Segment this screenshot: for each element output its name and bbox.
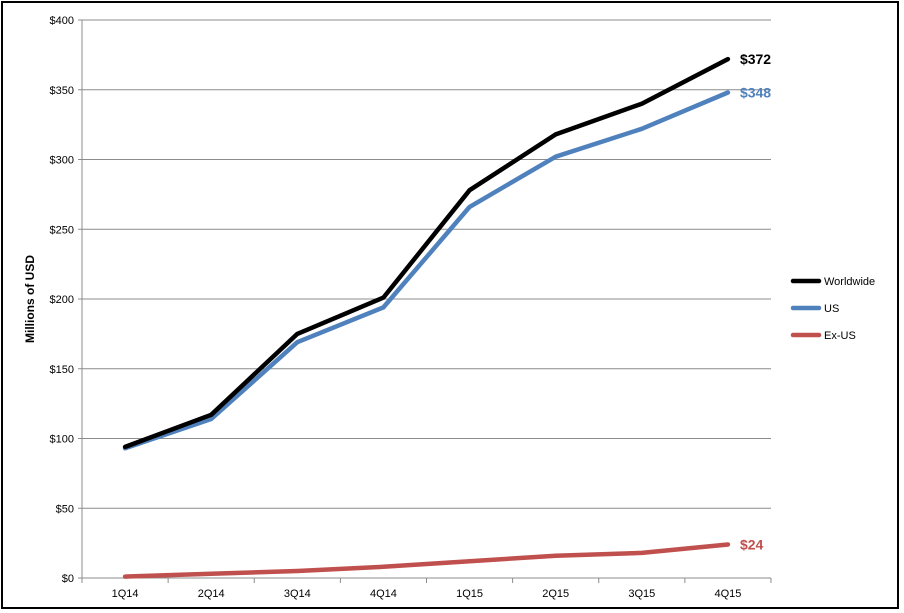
line-chart: $0 $50 $100 $150 $200 $250 $300 $350 $400 1Q14 2Q… xyxy=(23,15,875,600)
y-tick-labels: $0 $50 $100 $150 $200 $250 $300 $350 $400 xyxy=(50,15,74,585)
legend-label-worldwide: Worldwide xyxy=(824,276,875,288)
axes xyxy=(78,19,772,583)
x-tick-labels: 1Q14 2Q14 3Q14 4Q14 1Q15 2Q15 3Q15 4Q15 xyxy=(112,588,742,600)
legend: Worldwide US Ex-US xyxy=(790,276,875,342)
y-tick-label: $150 xyxy=(50,364,74,376)
x-tick-label: 1Q15 xyxy=(456,588,483,600)
y-tick-label: $250 xyxy=(50,224,74,236)
legend-label-us: US xyxy=(824,303,839,315)
y-tick-label: $200 xyxy=(50,294,74,306)
series-line-worldwide xyxy=(122,56,731,450)
end-label-worldwide: $372 xyxy=(740,51,771,67)
y-tick-label: $0 xyxy=(62,573,74,585)
y-tick-label: $300 xyxy=(50,155,74,167)
x-tick-label: 3Q14 xyxy=(284,588,311,600)
end-label-ex-us: $24 xyxy=(740,537,764,553)
series-lines xyxy=(122,56,731,579)
x-tick-label: 4Q15 xyxy=(714,588,741,600)
x-tick-label: 3Q15 xyxy=(628,588,655,600)
gridlines xyxy=(82,19,771,509)
end-labels: $372 $348 $24 xyxy=(740,51,771,552)
x-tick-label: 2Q15 xyxy=(542,588,569,600)
y-tick-label: $50 xyxy=(56,503,74,515)
x-tick-label: 4Q14 xyxy=(370,588,397,600)
legend-label-ex-us: Ex-US xyxy=(824,330,856,342)
x-tick-label: 1Q14 xyxy=(112,588,139,600)
y-axis-title: Millions of USD xyxy=(23,255,37,343)
x-tick-label: 2Q14 xyxy=(198,588,225,600)
series-line-ex-us xyxy=(122,542,731,579)
series-line-us xyxy=(122,90,731,451)
end-label-us: $348 xyxy=(740,85,771,101)
y-tick-label: $400 xyxy=(50,15,74,27)
y-tick-label: $100 xyxy=(50,434,74,446)
y-tick-label: $350 xyxy=(50,85,74,97)
